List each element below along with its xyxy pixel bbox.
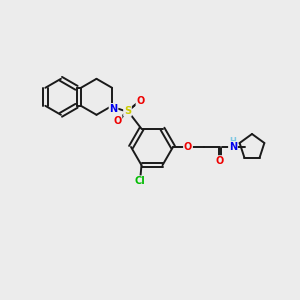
Text: O: O bbox=[136, 96, 145, 106]
Text: N: N bbox=[110, 104, 118, 114]
Text: O: O bbox=[184, 142, 192, 152]
Text: N: N bbox=[229, 142, 237, 152]
Text: H: H bbox=[230, 136, 236, 146]
Text: O: O bbox=[216, 156, 224, 166]
Text: Cl: Cl bbox=[134, 176, 145, 186]
Text: S: S bbox=[124, 106, 131, 116]
Text: O: O bbox=[113, 116, 122, 126]
